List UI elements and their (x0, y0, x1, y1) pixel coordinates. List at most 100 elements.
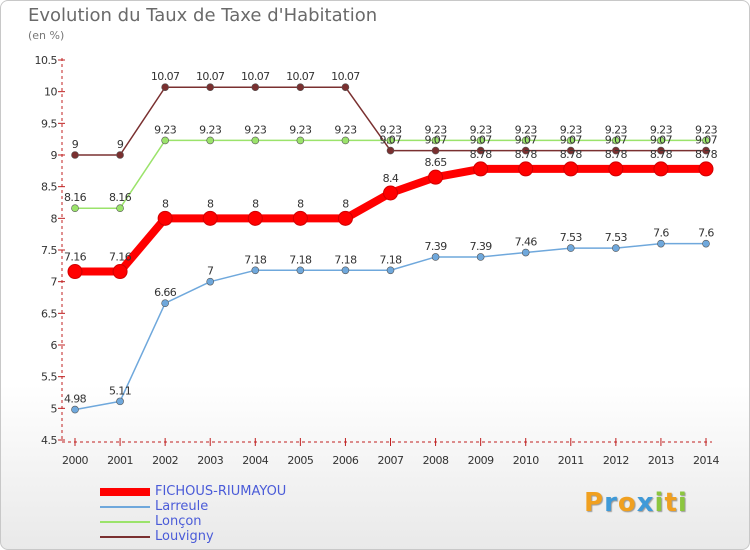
legend-label: FICHOUS-RIUMAYOU (155, 484, 287, 499)
data-point (71, 405, 79, 414)
x-tick-label: 2007 (378, 454, 404, 467)
data-point (112, 264, 128, 280)
y-tick-label: 7 (51, 276, 58, 289)
data-point (521, 136, 530, 145)
data-point (383, 185, 398, 201)
data-label: 9.07 (425, 134, 448, 147)
data-point (702, 239, 710, 248)
legend-swatch (100, 521, 150, 523)
data-label: 8.78 (650, 148, 673, 161)
data-point (161, 83, 169, 92)
data-point (206, 83, 215, 92)
data-label: 9.23 (650, 123, 673, 136)
data-point (251, 136, 260, 145)
legend-label: Louvigny (155, 529, 214, 544)
data-point (476, 253, 485, 261)
data-point (476, 146, 485, 155)
x-tick-label: 2014 (693, 454, 719, 467)
data-label: 9.07 (379, 134, 402, 147)
data-point (341, 83, 350, 92)
data-point (431, 253, 440, 261)
data-label: 10.07 (286, 70, 315, 83)
proxiti-logo: Proxiti (584, 488, 688, 518)
y-tick-label: 10 (44, 86, 57, 99)
data-label: 8 (297, 197, 304, 210)
data-label: 5.11 (109, 384, 131, 397)
data-label: 7 (207, 265, 214, 278)
data-label: 10.07 (151, 70, 180, 83)
data-point (157, 210, 173, 226)
x-tick-label: 2012 (603, 454, 629, 467)
x-tick-label: 2008 (423, 454, 449, 467)
data-point (653, 161, 669, 177)
data-point (473, 161, 489, 177)
data-label: 7.16 (64, 251, 87, 264)
y-tick-label: 9.5 (41, 117, 57, 130)
legend-swatch (100, 536, 150, 538)
data-point (428, 169, 444, 185)
y-axis-unit: (en %) (28, 29, 65, 42)
data-point (116, 204, 124, 212)
data-point (476, 136, 485, 145)
data-label: 7.16 (109, 251, 132, 264)
data-label: 8.16 (64, 191, 87, 204)
data-label: 7.53 (560, 231, 583, 244)
data-point (698, 161, 714, 177)
legend-swatch (100, 488, 150, 496)
y-tick-label: 6.5 (41, 307, 57, 320)
y-tick-label: 7.5 (41, 244, 57, 257)
data-label: 8.78 (560, 148, 583, 161)
data-label: 4.98 (64, 393, 87, 406)
data-label: 7.18 (244, 253, 267, 266)
data-label: 9 (72, 138, 79, 151)
legend-label: Lonçon (155, 514, 202, 529)
data-label: 8.78 (695, 148, 718, 161)
logo-letter: i (677, 488, 688, 518)
data-label: 6.66 (154, 286, 177, 299)
data-point (251, 83, 260, 92)
data-point (521, 248, 530, 257)
x-tick-label: 2010 (513, 454, 539, 467)
logo-letter: i (654, 488, 665, 518)
data-label: 9.23 (560, 123, 583, 136)
data-point (566, 244, 575, 252)
chart-title: Evolution du Taux de Taxe d'Habitation (28, 5, 378, 26)
data-label: 7.39 (425, 240, 448, 253)
data-label: 9.07 (560, 134, 583, 147)
legend-swatch (100, 506, 150, 508)
data-point (161, 136, 169, 145)
data-point (67, 264, 83, 280)
y-tick-label: 5 (51, 402, 58, 415)
y-tick-label: 8 (51, 212, 58, 225)
data-point (657, 146, 665, 155)
data-label: 9.07 (515, 134, 538, 147)
data-label: 8 (162, 197, 169, 210)
data-point (71, 204, 79, 212)
logo-letter: r (604, 488, 618, 518)
data-label: 9.23 (289, 123, 312, 136)
data-point (386, 266, 395, 275)
data-label: 9.23 (695, 123, 718, 136)
data-point (431, 146, 440, 155)
data-point (612, 146, 620, 155)
data-label: 7.18 (379, 253, 402, 266)
data-point (296, 266, 305, 275)
x-tick-label: 2003 (197, 454, 223, 467)
x-tick-label: 2006 (332, 454, 358, 467)
data-point (566, 146, 575, 155)
data-point (608, 161, 624, 177)
data-point (296, 83, 305, 92)
data-label: 7.6 (653, 227, 669, 240)
data-point (202, 210, 218, 226)
y-tick-label: 6 (51, 339, 58, 352)
data-label: 7.6 (698, 227, 714, 240)
data-point (702, 146, 710, 155)
x-tick-label: 2013 (648, 454, 674, 467)
data-point (247, 210, 263, 226)
data-point (612, 136, 620, 145)
data-label: 9.23 (244, 123, 267, 136)
data-label: 9 (117, 138, 124, 151)
data-point (521, 146, 530, 155)
